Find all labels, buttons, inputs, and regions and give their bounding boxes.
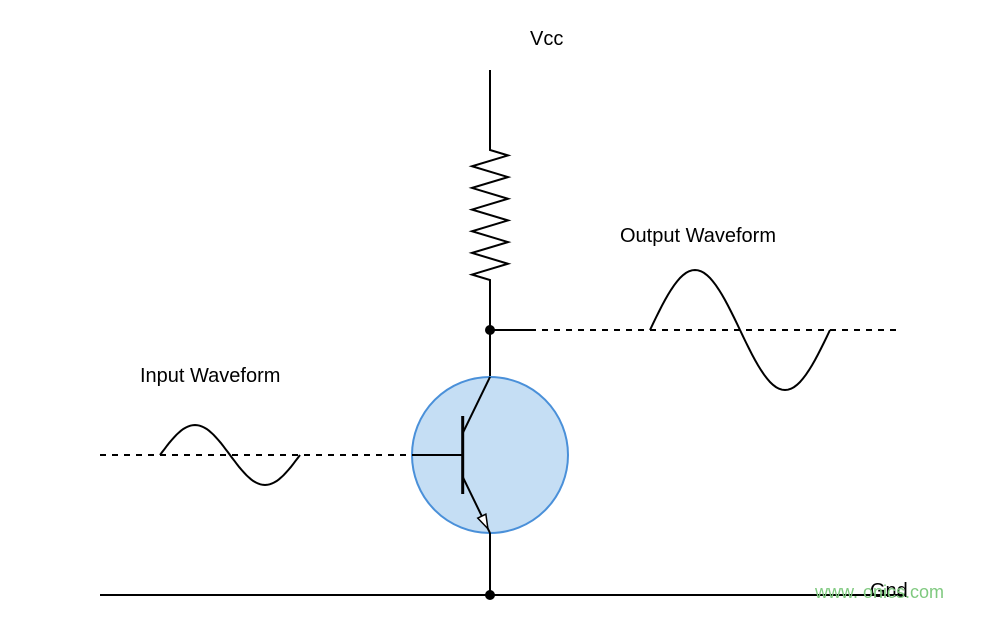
watermark-text: www. onics.com [815,582,944,603]
resistor [472,140,508,290]
vcc-label: Vcc [530,28,563,51]
node-output-tap [485,325,495,335]
circuit-diagram [0,0,1005,620]
input-waveform-label: Input Waveform [140,365,280,388]
output-waveform-label: Output Waveform [620,225,776,248]
input-waveform-sine [160,425,300,485]
node-ground [485,590,495,600]
